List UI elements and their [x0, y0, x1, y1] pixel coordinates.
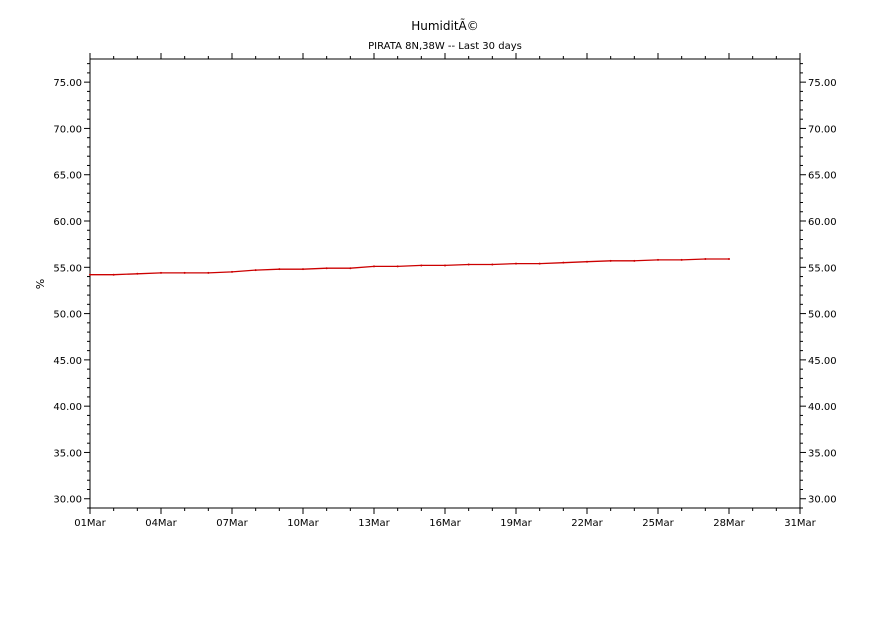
humidity-point: [325, 267, 328, 270]
humidity-point: [89, 273, 91, 276]
x-tick-label: 31Mar: [784, 518, 816, 529]
x-tick-label: 07Mar: [216, 518, 248, 529]
y-tick-label-right: 30.00: [808, 495, 837, 506]
humidity-point: [538, 262, 541, 265]
x-tick-label: 25Mar: [642, 518, 674, 529]
x-tick-label: 22Mar: [571, 518, 603, 529]
x-tick-label: 19Mar: [500, 518, 532, 529]
humidity-point: [349, 267, 352, 270]
humidity-point: [633, 259, 636, 262]
humidity-point: [515, 262, 517, 265]
y-tick-label-left: 35.00: [53, 448, 82, 459]
humidity-point: [396, 265, 399, 268]
x-tick-label: 01Mar: [74, 518, 106, 529]
y-tick-label-left: 40.00: [53, 402, 82, 413]
y-tick-label-left: 30.00: [53, 495, 82, 506]
humidity-point: [160, 271, 162, 274]
humidity-point: [373, 265, 375, 268]
x-tick-label: 10Mar: [287, 518, 319, 529]
y-tick-label-right: 45.00: [808, 356, 837, 367]
chart-title: HumiditÃ©: [411, 18, 479, 33]
humidity-point: [278, 268, 281, 271]
chart-subtitle: PIRATA 8N,38W -- Last 30 days: [368, 41, 522, 52]
x-tick-label: 16Mar: [429, 518, 461, 529]
humidity-point: [728, 257, 730, 260]
y-tick-label-right: 75.00: [808, 78, 837, 89]
x-tick-label: 04Mar: [145, 518, 177, 529]
y-tick-label-right: 65.00: [808, 171, 837, 182]
y-tick-label-left: 70.00: [53, 124, 82, 135]
humidity-point: [491, 263, 494, 266]
humidity-point: [136, 272, 139, 275]
humidity-point: [609, 259, 612, 262]
y-tick-label-left: 50.00: [53, 310, 82, 321]
y-tick-label-left: 75.00: [53, 78, 82, 89]
humidity-series-line: [90, 258, 729, 276]
y-axis-label: %: [34, 279, 47, 289]
y-tick-label-right: 35.00: [808, 448, 837, 459]
humidity-point: [680, 258, 683, 261]
series-layer: [89, 257, 730, 276]
humidity-point: [562, 261, 565, 264]
humidity-point: [183, 271, 186, 274]
humidity-point: [444, 264, 446, 267]
humidity-point: [586, 260, 588, 263]
humidity-point: [112, 273, 115, 276]
axis-ticks: [84, 53, 806, 514]
y-tick-label-right: 50.00: [808, 310, 837, 321]
tick-labels: 30.00 30.00 35.00 35.00 40.00 40.00 45.00 45.00…: [53, 78, 836, 529]
y-tick-label-right: 55.00: [808, 263, 837, 274]
humidity-point: [704, 257, 707, 260]
humidity-point: [657, 258, 659, 261]
humidity-point: [254, 269, 257, 272]
y-tick-label-left: 45.00: [53, 356, 82, 367]
x-tick-label: 13Mar: [358, 518, 390, 529]
y-tick-label-right: 40.00: [808, 402, 837, 413]
humidity-point: [231, 270, 233, 273]
y-tick-label-left: 55.00: [53, 263, 82, 274]
y-tick-label-left: 60.00: [53, 217, 82, 228]
y-tick-label-left: 65.00: [53, 171, 82, 182]
y-tick-label-right: 60.00: [808, 217, 837, 228]
humidity-point: [467, 263, 470, 266]
humidity-point: [420, 264, 423, 267]
x-tick-label: 28Mar: [713, 518, 745, 529]
humidity-point: [302, 268, 304, 271]
humidity-point: [207, 271, 210, 274]
y-tick-label-right: 70.00: [808, 124, 837, 135]
plot-frame: [89, 58, 801, 509]
